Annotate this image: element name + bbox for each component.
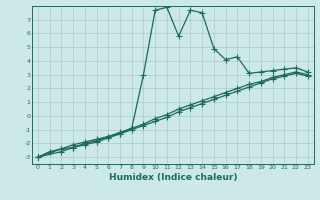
X-axis label: Humidex (Indice chaleur): Humidex (Indice chaleur) — [108, 173, 237, 182]
